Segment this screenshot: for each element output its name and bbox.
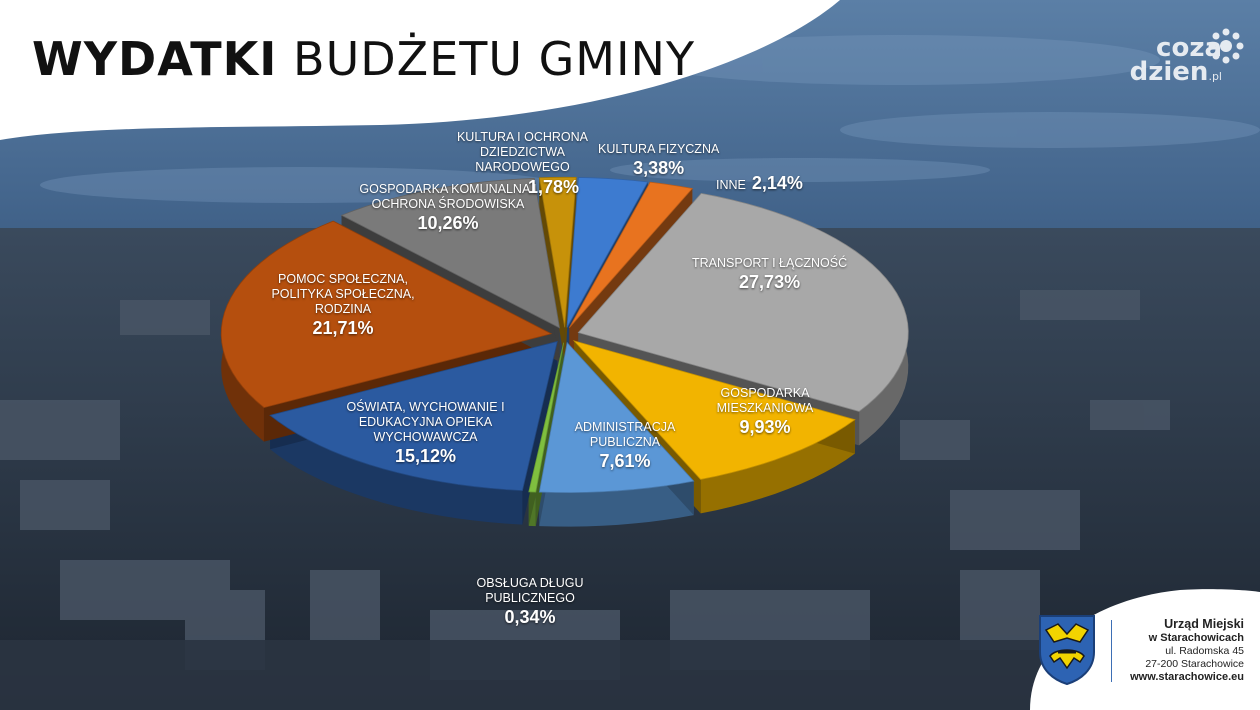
label-transport: TRANSPORT I ŁĄCZNOŚĆ 27,73%: [692, 256, 848, 292]
cozadzien-logo: coza dzien.pl: [1129, 28, 1244, 89]
label-obsluga-dlugu: OBSŁUGA DŁUGU PUBLICZNEGO 0,34%: [476, 576, 584, 627]
slice-edge-6-0: [522, 341, 558, 525]
pct-kultura-dziedzictwo: 1,78%: [528, 177, 580, 197]
office-street: ul. Radomska 45: [1165, 645, 1244, 657]
slice-gospodarka-komunalna-i-ochrona-rodowiska: [340, 177, 561, 329]
label-gospodarka-mieszkaniowa: GOSPODARKA MIESZKANIOWA 9,93%: [716, 386, 814, 437]
slice-transport-i-czno: [577, 192, 909, 412]
sun-icon: [1208, 28, 1244, 64]
office-city: w Starachowicach: [1148, 632, 1244, 644]
slice-gospodarka-mieszkaniowa: [572, 340, 856, 480]
slice-kultura-i-ochrona-dziedzictwa-narodowego: [538, 176, 577, 328]
slice-o-wiata-wychowanie-i-edukacyjna-opieka-wychowawcza: [269, 340, 558, 492]
title-regular: BUDŻETU GMINY: [293, 32, 696, 86]
label-inne: INNE 2,14%: [716, 173, 803, 193]
brand-tld: .pl: [1208, 70, 1222, 83]
label-kultura-fizyczna: KULTURA FIZYCZNA 3,38%: [598, 142, 720, 178]
office-postal: 27-200 Starachowice: [1145, 658, 1244, 670]
label-kultura-dziedzictwo: KULTURA I OCHRONA DZIEDZICTWA NARODOWEGO: [456, 130, 589, 174]
footer-divider: [1111, 620, 1112, 682]
page-title: WYDATKI BUDŻETU GMINY: [32, 32, 695, 86]
brand-line2: dzien: [1129, 57, 1209, 87]
slice-kultura-fizyczna: [566, 177, 649, 328]
office-address: Urząd Miejski w Starachowicach ul. Radom…: [1112, 617, 1244, 684]
slice-obs-uga-d-ugu-publicznego: [528, 342, 565, 493]
slice-side-6: [270, 415, 523, 525]
label-oswiata: OŚWIATA, WYCHOWANIE I EDUKACYJNA OPIEKA …: [346, 400, 505, 466]
label-administracja: ADMINISTRACJA PUBLICZNA 7,61%: [574, 420, 676, 471]
label-gospodarka-komunalna: GOSPODARKA KOMUNALNA I OCHRONA ŚRODOWISK…: [359, 182, 537, 233]
slice-pomoc-spo-eczna-polityka-spo-eczna-rodzina: [220, 220, 553, 409]
city-crest-icon: [1039, 615, 1095, 686]
slice-inne: [568, 181, 694, 328]
office-name: Urząd Miejski: [1164, 617, 1244, 631]
office-web[interactable]: www.starachowice.eu: [1130, 671, 1244, 683]
slice-administracja-publiczna: [538, 341, 695, 493]
title-bold: WYDATKI: [32, 32, 278, 86]
label-pomoc-spoleczna: POMOC SPOŁECZNA, POLITYKA SPOŁECZNA, ROD…: [271, 272, 415, 338]
slice-edge-9-0: [539, 177, 565, 362]
